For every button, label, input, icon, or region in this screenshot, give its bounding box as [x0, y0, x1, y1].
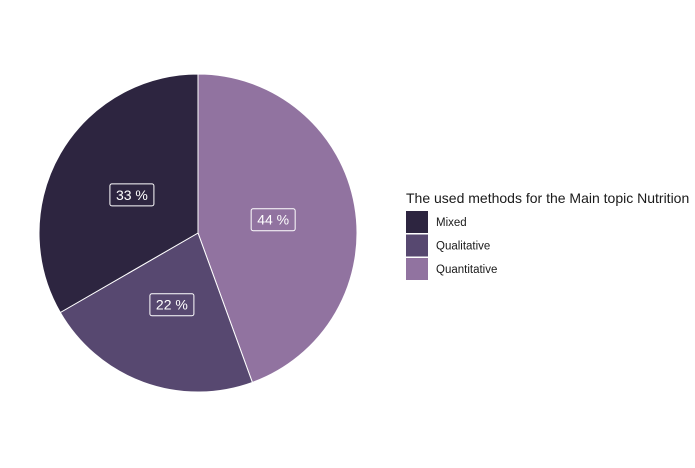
slice-label-box: [250, 208, 296, 232]
legend-item-qualitative: Qualitative: [406, 234, 490, 257]
pie-slice-mixed: [38, 73, 199, 314]
legend-item-mixed: Mixed: [406, 211, 467, 233]
legend-swatch: [406, 234, 428, 257]
legend-label: Qualitative: [436, 241, 490, 253]
legend-swatch: [406, 258, 428, 280]
legend-items: Mixed Qualitative Quantitative: [406, 211, 497, 280]
legend-label: Mixed: [436, 217, 467, 229]
legend-title: The used methods for the Main topic Nutr…: [406, 190, 689, 206]
pie-slice-quantitative: [197, 73, 358, 384]
legend-label: Quantitative: [436, 264, 497, 276]
slice-label-text: 44 %: [257, 212, 289, 228]
slice-label-qualitative: 22 %: [149, 293, 195, 317]
legend-swatch: [406, 211, 428, 233]
slice-label-box: [149, 293, 195, 317]
slice-label-mixed: 33 %: [109, 183, 155, 207]
slice-label-text: 22 %: [156, 297, 188, 313]
legend-item-quantitative: Quantitative: [406, 258, 497, 280]
slice-label-box: [109, 183, 155, 207]
legend: The used methods for the Main topic Nutr…: [406, 190, 689, 280]
pie-slice-labels: 44 % 22 % 33 %: [109, 183, 296, 317]
slice-label-text: 33 %: [116, 187, 148, 203]
slice-label-quantitative: 44 %: [250, 208, 296, 232]
pie-slice-qualitative: [59, 232, 254, 393]
pie-slices: [38, 73, 358, 393]
